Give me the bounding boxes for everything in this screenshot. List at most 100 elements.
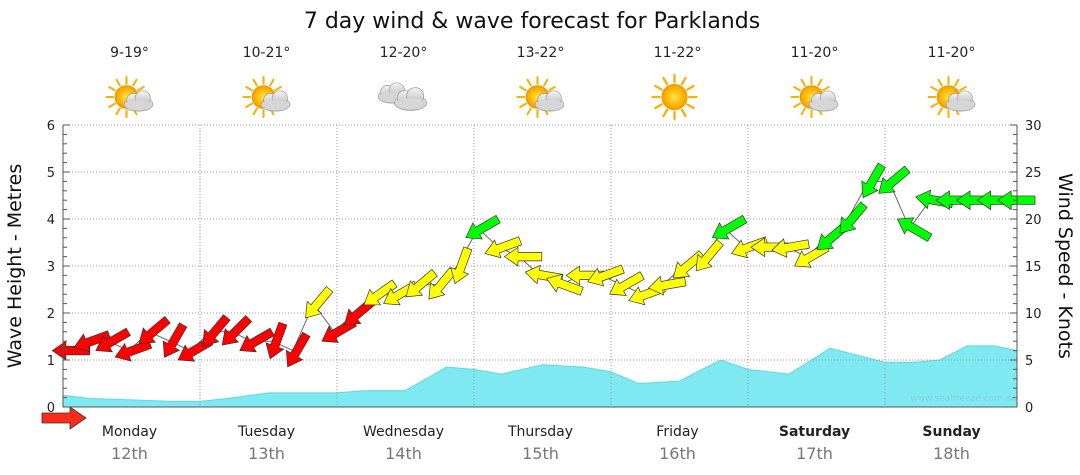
- wind-arrow-shape: [239, 327, 275, 353]
- cloud-fill: [261, 100, 290, 111]
- sun-ray: [115, 78, 121, 87]
- wind-arrow-shape: [484, 236, 523, 259]
- day-date: 16th: [659, 444, 696, 463]
- day-name: Saturday: [779, 424, 850, 440]
- wind-arrow-shape: [363, 279, 398, 306]
- day-date: 12th: [111, 444, 148, 463]
- day-temperature: 11-22°: [654, 45, 702, 61]
- day-name: Sunday: [922, 424, 980, 440]
- day-name: Tuesday: [237, 424, 295, 440]
- wind-arrow-shape: [546, 273, 584, 296]
- wind-arrow: [587, 264, 625, 287]
- wind-arrow-shape: [672, 250, 706, 279]
- cloudy-icon: [377, 82, 428, 111]
- sun-ray: [937, 78, 943, 87]
- wind-arrow: [138, 316, 171, 345]
- wind-arrow: [546, 273, 584, 296]
- sun-ray: [273, 85, 282, 92]
- sun-ray: [108, 85, 117, 92]
- day-temperature: 11-20°: [928, 45, 976, 61]
- sun-disc: [661, 83, 688, 111]
- wind-arrow: [221, 315, 253, 346]
- partly-cloudy-icon: [242, 76, 291, 118]
- wind-arrow-shape: [202, 314, 231, 347]
- wind-arrow-shape: [285, 331, 311, 368]
- cloud-fill: [124, 100, 153, 111]
- wind-arrow: [305, 286, 334, 319]
- sun-ray: [136, 85, 145, 92]
- wind-arrow: [672, 250, 706, 279]
- wind-arrow: [711, 214, 748, 240]
- sun-ray: [686, 103, 695, 110]
- wave-height-series: [62, 345, 1018, 408]
- y-tick-label-right: 30: [1025, 119, 1042, 134]
- day-temperature: 12-20°: [380, 45, 428, 61]
- wind-arrow-shape: [878, 165, 911, 194]
- cloud-shape: [393, 87, 428, 111]
- day-name: Friday: [656, 424, 698, 440]
- wind-arrow: [861, 162, 886, 199]
- y-axis-left-label: Wave Height - Metres: [4, 164, 26, 368]
- day-temperature: 13-22°: [517, 45, 565, 61]
- sun-ray: [662, 108, 669, 118]
- sun-ray: [269, 78, 275, 87]
- wind-arrow: [162, 322, 188, 358]
- sun-ray: [252, 78, 258, 87]
- sun-ray: [930, 102, 939, 109]
- day-name: Thursday: [507, 424, 573, 440]
- y-tick-label-left: 1: [47, 354, 55, 369]
- y-tick-label-right: 20: [1025, 213, 1042, 228]
- wind-arrow-shape: [162, 322, 188, 358]
- wind-arrow-shape: [861, 162, 886, 199]
- partly-cloudy-icon: [790, 76, 839, 118]
- legend-arrow-shape: [41, 406, 87, 430]
- wind-arrow-shape: [647, 275, 687, 296]
- wind-arrow: [771, 238, 810, 258]
- day-date: 15th: [522, 444, 559, 463]
- day-temperature: 11-20°: [791, 45, 839, 61]
- sun-ray: [680, 76, 687, 86]
- sun-ray: [800, 107, 806, 116]
- sun-ray: [654, 84, 663, 91]
- wind-arrow: [239, 327, 275, 353]
- sun-ray: [793, 85, 802, 92]
- wind-arrow-shape: [305, 286, 334, 319]
- wind-arrow-shape: [450, 246, 473, 285]
- wind-arrow: [428, 267, 457, 300]
- chart-title: 7 day wind & wave forecast for Parklands: [304, 9, 760, 34]
- sun-ray: [245, 85, 254, 92]
- y-tick-label-left: 4: [47, 213, 55, 228]
- cloud-fill: [535, 100, 564, 111]
- day-headers: 9-19° Monday 12th 10-21° Tuesday 13th 12-20° We…: [102, 45, 981, 463]
- cloud-shape: [945, 90, 976, 112]
- wind-arrow-shape: [265, 321, 288, 360]
- cloud-shape: [534, 90, 565, 112]
- y-tick-label-right: 25: [1025, 166, 1042, 181]
- y-tick-label-right: 0: [1025, 401, 1033, 416]
- sun-ray: [115, 107, 121, 116]
- day-date: 13th: [248, 444, 285, 463]
- wind-arrow-shape: [609, 271, 645, 296]
- wind-arrow-shape: [221, 315, 253, 346]
- sun-ray: [526, 78, 532, 87]
- sun-ray: [654, 103, 663, 110]
- wind-arrow: [265, 321, 288, 360]
- sun-ray: [662, 76, 669, 86]
- partly-cloudy-icon: [105, 76, 154, 118]
- wind-arrow-shape: [95, 327, 131, 353]
- sun-ray: [132, 78, 138, 87]
- wind-arrow: [695, 239, 724, 272]
- y-axis-right-label: Wind Speed - Knots: [1054, 173, 1076, 359]
- wind-arrow-shape: [138, 316, 171, 345]
- wind-arrow-shape: [465, 214, 501, 240]
- wind-speed-series: [41, 162, 1036, 430]
- grid-lines: [63, 124, 1017, 407]
- wind-arrow-shape: [695, 239, 724, 272]
- y-tick-label-right: 10: [1025, 307, 1042, 322]
- day-temperature: 10-21°: [243, 45, 291, 61]
- sunny-icon: [651, 73, 698, 121]
- sun-ray: [519, 102, 528, 109]
- cloud-fill: [809, 100, 838, 111]
- y-tick-label-left: 6: [47, 119, 55, 134]
